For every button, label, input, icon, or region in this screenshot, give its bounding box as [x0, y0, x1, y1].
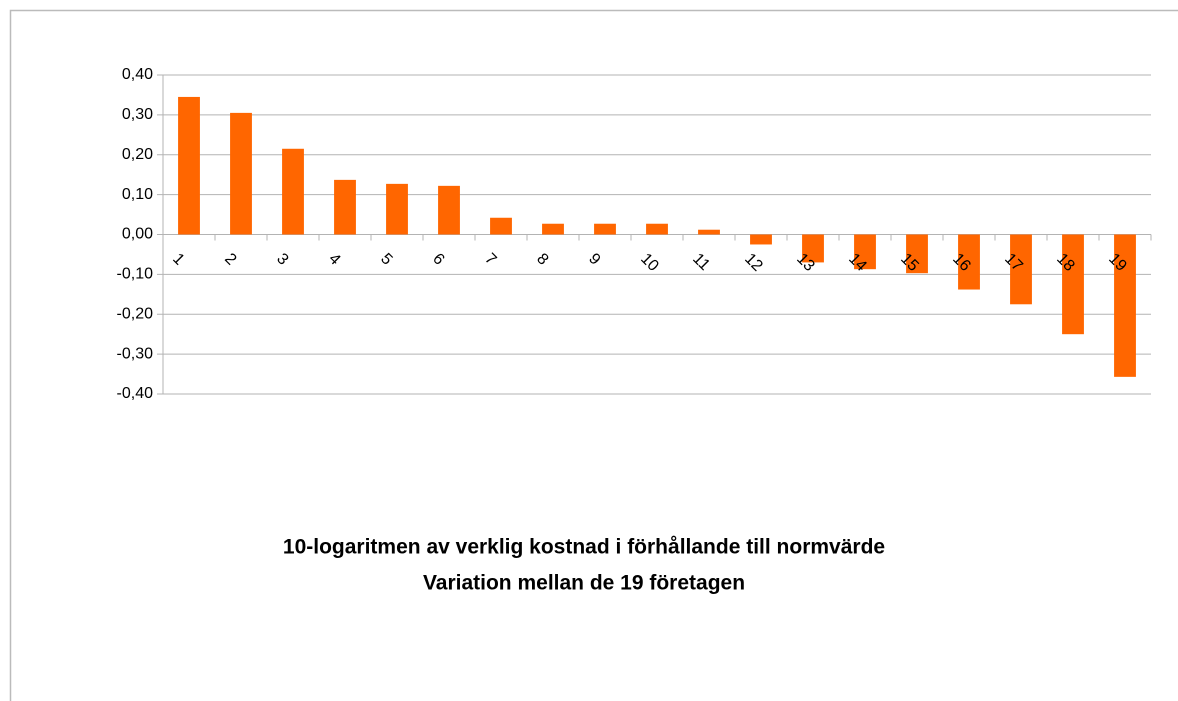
bar [334, 179, 356, 235]
bar [958, 234, 980, 290]
bar [1114, 234, 1136, 377]
y-tick-label: -0,30 [117, 345, 154, 362]
bar [750, 234, 772, 245]
bar [854, 234, 876, 270]
bar [1062, 234, 1084, 335]
bar [646, 223, 668, 235]
chart-title: 10-logaritmen av verklig kostnad i förhå… [283, 536, 885, 559]
bar [438, 185, 460, 235]
bar [542, 223, 564, 235]
y-tick-label: 0,00 [122, 226, 153, 243]
bar [282, 148, 304, 235]
y-tick-label: -0,40 [117, 385, 154, 402]
bar [178, 96, 200, 235]
y-tick-label: 0,10 [122, 186, 153, 203]
frame [9, 9, 1178, 701]
bar [490, 217, 512, 235]
chart-title: Variation mellan de 19 företagen [423, 572, 745, 595]
bar [230, 112, 252, 235]
y-tick-label: 0,30 [122, 106, 153, 123]
y-tick-label: 0,20 [122, 146, 153, 163]
bar [906, 234, 928, 274]
bar [802, 234, 824, 263]
y-tick-label: 0,40 [122, 66, 153, 83]
bar [1010, 234, 1032, 305]
bar [594, 223, 616, 235]
y-tick-label: -0,20 [117, 305, 154, 322]
bar [386, 183, 408, 235]
bar [698, 229, 720, 235]
y-tick-label: -0,10 [117, 266, 154, 283]
